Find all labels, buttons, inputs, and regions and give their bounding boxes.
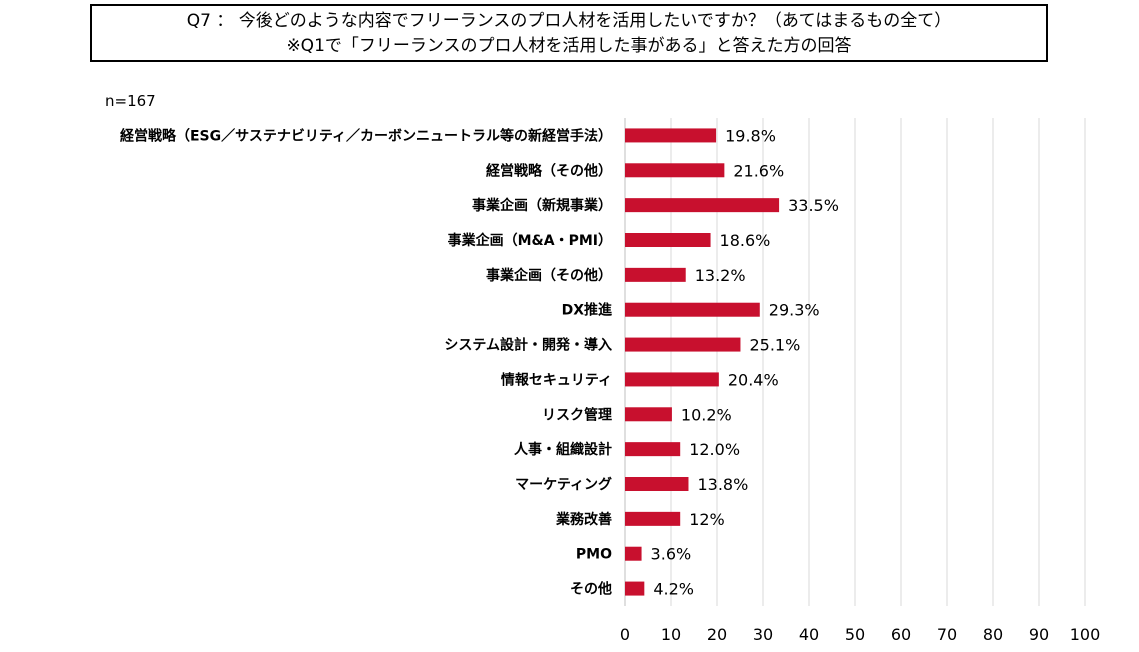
x-tick-label-70: 70	[937, 625, 957, 644]
x-tick-label-40: 40	[799, 625, 819, 644]
data-label: 19.8%	[725, 126, 776, 145]
x-tick-label-60: 60	[891, 625, 911, 644]
category-label: リスク管理	[542, 406, 612, 423]
x-tick-label-50: 50	[845, 625, 865, 644]
x-tick-label-20: 20	[707, 625, 727, 644]
data-label: 13.2%	[695, 266, 746, 285]
data-label: 21.6%	[733, 161, 784, 180]
bar	[625, 337, 741, 352]
bar	[625, 128, 717, 143]
x-tick-label-0: 0	[620, 625, 630, 644]
bar	[625, 442, 681, 457]
data-label: 4.2%	[653, 580, 694, 599]
data-label: 12%	[689, 510, 725, 529]
x-tick-label-10: 10	[661, 625, 681, 644]
bar	[625, 233, 711, 247]
bar	[625, 372, 719, 387]
bar	[625, 267, 686, 282]
bar	[625, 407, 672, 422]
category-label: システム設計・開発・導入	[444, 337, 612, 354]
category-label: その他	[570, 581, 612, 598]
sample-size-label: n=167	[105, 92, 156, 110]
bar	[625, 477, 689, 491]
data-label: 12.0%	[689, 440, 740, 459]
data-label: 20.4%	[728, 370, 779, 389]
x-tick-label-90: 90	[1029, 625, 1049, 644]
category-label: 経営戦略（ESG／サステナビリティ／カーボンニュートラル等の新経営手法）	[120, 127, 612, 144]
category-label: 人事・組織設計	[514, 441, 612, 458]
x-tick-label-80: 80	[983, 625, 1003, 644]
x-tick-label-100: 100	[1070, 625, 1101, 644]
bar	[625, 581, 645, 596]
category-label: 事業企画（その他）	[486, 267, 612, 284]
category-label: 情報セキュリティ	[501, 371, 612, 388]
category-label: DX推進	[562, 302, 612, 319]
bar	[625, 511, 681, 526]
category-label: PMO	[576, 547, 612, 563]
category-label: 業務改善	[555, 511, 612, 528]
data-label: 33.5%	[788, 196, 839, 215]
data-label: 10.2%	[681, 405, 732, 424]
bar	[625, 198, 780, 213]
chart-title-line-2: ※Q1で「フリーランスのプロ人材を活用した事がある」と答えた方の回答	[286, 36, 852, 56]
x-tick-label-30: 30	[753, 625, 773, 644]
category-label: 事業企画（新規事業）	[472, 197, 612, 214]
category-label: 事業企画（M&A・PMI）	[448, 232, 612, 249]
bar	[625, 302, 760, 317]
category-label: マーケティング	[515, 476, 612, 493]
chart-title-box: Q7 ： 今後どのような内容でフリーランスのプロ人材を活用したいですか？（あては…	[90, 4, 1048, 62]
data-label: 25.1%	[749, 336, 800, 355]
data-label: 13.8%	[697, 475, 748, 494]
data-label: 29.3%	[769, 301, 820, 320]
data-label: 18.6%	[720, 231, 771, 250]
chart-title-line-1: Q7 ： 今後どのような内容でフリーランスのプロ人材を活用したいですか？（あては…	[186, 11, 952, 31]
category-label: 経営戦略（その他）	[486, 162, 612, 179]
data-label: 3.6%	[651, 545, 692, 564]
bar	[625, 546, 642, 561]
bar	[625, 163, 725, 178]
